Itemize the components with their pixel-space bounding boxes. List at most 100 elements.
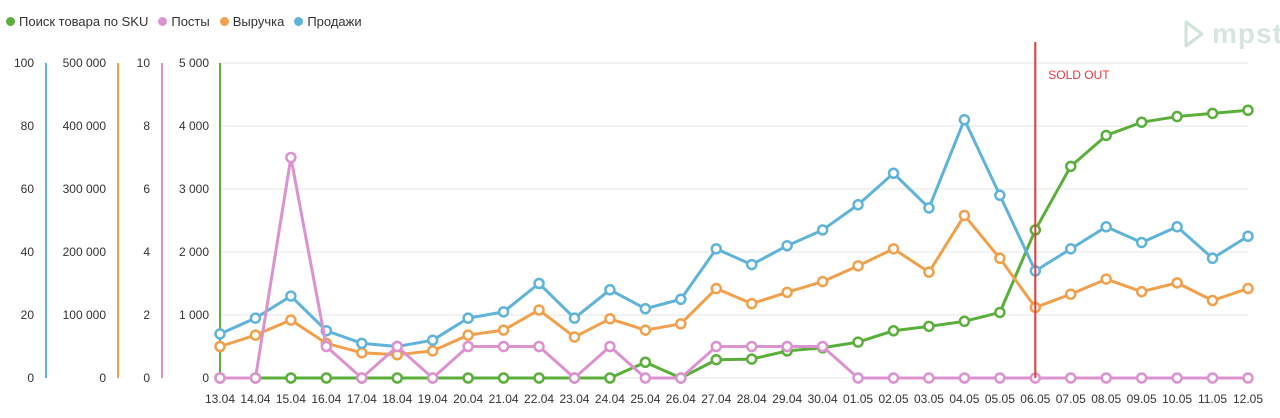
data-point-posts [426,372,439,384]
x-tick-label: 03.05 [914,392,944,406]
data-point-revenue [958,209,971,222]
data-point-search [994,306,1006,319]
legend-item-revenue[interactable]: Выручка [219,14,284,29]
data-point-posts [852,372,864,384]
data-point-revenue [781,286,793,299]
data-point-sales [1171,221,1183,233]
y-tick-label-sales: 100 [14,56,34,70]
legend-item-search[interactable]: Поиск товара по SKU [6,14,148,29]
data-point-revenue [462,329,474,341]
data-point-sales [781,239,793,252]
data-point-revenue [604,313,616,325]
legend-label-search: Поиск товара по SKU [19,14,149,29]
data-point-search [923,320,935,333]
data-point-posts [639,372,652,384]
legend-dot-search-icon [6,17,15,26]
x-tick-label: 07.05 [1056,392,1086,406]
logo-play-icon [1184,20,1204,48]
y-tick-label-search: 4 000 [179,119,209,133]
x-tick-label: 01.05 [843,392,873,406]
y-tick-label-sales: 20 [21,308,35,322]
data-point-posts [285,151,297,164]
data-point-posts [781,340,793,353]
x-tick-label: 23.04 [559,392,589,406]
data-point-search [745,353,758,365]
y-tick-label-search: 1 000 [179,308,209,322]
data-point-posts [994,372,1006,384]
data-point-revenue [249,329,262,341]
series-line-sales [219,118,1249,348]
data-point-revenue [497,324,510,336]
legend-item-sales[interactable]: Продажи [294,14,362,29]
data-point-revenue [533,304,545,316]
y-tick-label-posts: 2 [143,308,150,322]
y-tick-label-sales: 0 [27,371,34,385]
data-point-posts [675,372,687,384]
data-point-sales [923,202,935,214]
y-tick-label-revenue: 400 000 [63,119,107,133]
x-tick-label: 28.04 [737,392,767,406]
data-point-search [285,372,297,384]
legend-label-sales: Продажи [307,14,362,29]
x-tick-label: 08.05 [1091,392,1121,406]
data-point-search [958,315,971,328]
legend-dot-posts-icon [158,17,168,26]
x-tick-label: 18.04 [382,392,412,406]
y-tick-label-sales: 40 [21,245,35,259]
data-point-revenue [356,347,368,359]
y-tick-label-search: 3 000 [179,182,209,196]
y-tick-label-posts: 4 [143,245,150,259]
data-point-posts [923,372,935,384]
annotation-label: SOLD OUT [1048,68,1110,82]
data-point-revenue [1100,273,1112,285]
data-point-posts [1206,372,1219,384]
data-point-sales [497,306,510,318]
data-point-sales [285,290,297,302]
data-point-revenue [887,243,900,255]
data-point-revenue [816,275,829,288]
data-point-posts [710,340,723,353]
x-tick-label: 15.04 [276,392,306,406]
data-point-sales [1206,252,1219,265]
data-point-search [639,356,652,368]
x-tick-label: 10.05 [1162,392,1192,406]
data-point-posts [1135,372,1148,384]
data-point-posts [604,340,616,353]
x-tick-label: 26.04 [666,392,696,406]
x-tick-label: 05.05 [985,392,1015,406]
y-tick-label-search: 2 000 [179,245,209,259]
data-point-posts [320,340,333,353]
x-tick-label: 17.04 [347,392,377,406]
x-tick-label: 02.05 [879,392,909,406]
data-point-search [852,336,864,348]
data-point-revenue [745,297,758,310]
data-point-revenue [1065,288,1077,300]
data-point-search [1171,110,1183,123]
x-tick-label: 21.04 [489,392,519,406]
data-point-search [1135,116,1148,128]
data-point-posts [1171,372,1183,384]
data-point-sales [887,167,900,179]
legend-item-posts[interactable]: Посты [158,14,210,29]
brand-logo: mpst [1184,18,1280,50]
data-point-sales [675,293,687,305]
data-point-sales [1065,243,1077,255]
data-point-posts [816,340,829,353]
data-point-sales [745,258,758,271]
data-point-search [604,372,616,384]
data-point-search [887,325,900,337]
data-point-search [710,353,723,366]
data-point-revenue [1206,294,1219,307]
data-point-revenue [568,331,581,343]
data-point-posts [249,372,262,384]
x-tick-label: 20.04 [453,392,483,406]
x-tick-label: 19.04 [418,392,448,406]
data-point-posts [745,340,758,353]
y-tick-label-sales: 80 [21,119,35,133]
data-point-posts [214,372,226,384]
data-point-search [1100,129,1112,142]
x-tick-label: 11.05 [1198,392,1227,406]
y-tick-label-search: 0 [202,371,209,385]
data-point-posts [1100,372,1112,384]
